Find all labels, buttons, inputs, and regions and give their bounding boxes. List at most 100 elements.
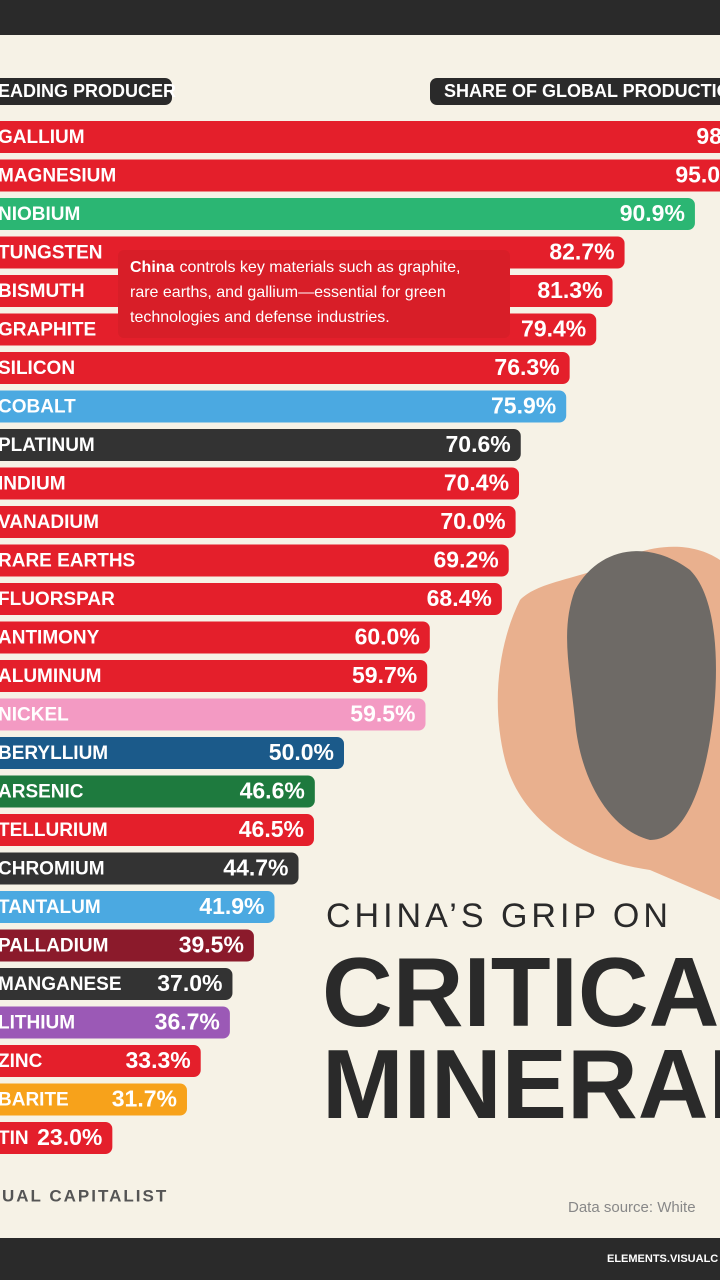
header-right: SHARE OF GLOBAL PRODUCTIO — [444, 81, 720, 101]
title-line: CRITICAL — [322, 937, 720, 1047]
bar — [0, 544, 509, 577]
value-label: 70.4% — [444, 470, 509, 496]
annotation-box — [118, 250, 510, 338]
value-label: 41.9% — [199, 893, 264, 919]
bar — [0, 929, 254, 962]
category-label: FLUORSPAR — [0, 589, 115, 610]
category-label: TIN — [0, 1128, 29, 1149]
category-label: GALLIUM — [0, 127, 85, 148]
category-label: LITHIUM — [0, 1013, 75, 1034]
value-label: 81.3% — [537, 277, 602, 303]
category-label: MAGNESIUM — [0, 166, 116, 187]
category-label: CHROMIUM — [0, 859, 105, 880]
bar — [0, 159, 720, 192]
value-label: 33.3% — [125, 1047, 190, 1073]
bar — [0, 352, 570, 384]
category-label: SILICON — [0, 358, 75, 379]
bar — [0, 737, 344, 769]
header-pill — [430, 78, 720, 105]
category-label: RARE EARTHS — [0, 551, 135, 572]
value-label: 70.0% — [440, 508, 505, 534]
annotation-line: controls key materials such as graphite, — [179, 259, 460, 276]
bar — [0, 1083, 187, 1116]
value-label: 36.7% — [155, 1009, 220, 1035]
footer-brand: UAL CAPITALIST — [2, 1186, 168, 1205]
category-label: GRAPHITE — [0, 320, 96, 341]
category-label: BISMUTH — [0, 281, 85, 302]
bar — [0, 814, 314, 846]
source: Data source: White — [568, 1199, 696, 1216]
bar — [0, 698, 426, 731]
category-label: BARITE — [0, 1090, 69, 1111]
category-label: NICKEL — [0, 705, 69, 726]
value-label: 50.0% — [269, 739, 334, 765]
bar — [0, 660, 428, 692]
value-label: 69.2% — [434, 547, 499, 573]
value-label: 59.7% — [352, 662, 417, 688]
bar — [0, 121, 720, 153]
annotation-line: technologies and defense industries. — [130, 309, 390, 326]
header-pill — [0, 78, 172, 105]
bar — [0, 390, 567, 423]
bar — [0, 1122, 113, 1154]
value-label: 76.3% — [494, 354, 559, 380]
value-label: 46.5% — [239, 816, 304, 842]
value-label: 39.5% — [179, 932, 244, 958]
value-label: 46.6% — [240, 778, 305, 804]
title: CHINA’S GRIP ON — [326, 897, 672, 935]
bar — [0, 198, 695, 230]
value-label: 90.9% — [620, 200, 685, 226]
category-label: PALLADIUM — [0, 936, 108, 957]
category-label: TELLURIUM — [0, 820, 108, 841]
value-label: 37.0% — [157, 970, 222, 996]
value-label: 60.0% — [355, 624, 420, 650]
bar — [0, 621, 430, 654]
bar — [0, 891, 275, 923]
category-label: NIOBIUM — [0, 204, 80, 225]
title-line: MINERALS — [322, 1029, 720, 1139]
value-label: 82.7% — [549, 239, 614, 265]
value-label: 98 — [696, 123, 720, 149]
category-label: COBALT — [0, 397, 76, 418]
category-label: MANGANESE — [0, 974, 122, 995]
category-label: TANTALUM — [0, 897, 101, 918]
bottom-band — [0, 1238, 720, 1280]
bar — [0, 467, 520, 500]
top-band — [0, 0, 720, 35]
value-label: 31.7% — [112, 1086, 177, 1112]
annotation-lead: China — [130, 259, 175, 276]
category-label: ZINC — [0, 1051, 43, 1072]
value-label: 23.0% — [37, 1124, 102, 1150]
value-label: 59.5% — [350, 701, 415, 727]
category-label: ARSENIC — [0, 782, 84, 803]
hand-illustration — [497, 546, 720, 900]
rock — [567, 551, 716, 840]
annotation-line: rare earths, and gallium—essential for g… — [130, 284, 446, 301]
value-label: 70.6% — [446, 431, 511, 457]
value-label: 95.0 — [675, 162, 720, 188]
value-label: 79.4% — [521, 316, 586, 342]
category-label: VANADIUM — [0, 512, 99, 533]
category-label: ALUMINUM — [0, 666, 101, 687]
value-label: 44.7% — [223, 855, 288, 881]
bar — [0, 775, 315, 808]
category-label: BERYLLIUM — [0, 743, 108, 764]
value-label: 75.9% — [491, 393, 556, 419]
footer-right: ELEMENTS.VISUALC — [607, 1253, 718, 1265]
category-label: ANTIMONY — [0, 628, 100, 649]
bar — [0, 429, 521, 461]
bar — [0, 583, 502, 615]
bar — [0, 968, 233, 1000]
bar — [0, 1006, 230, 1039]
bars: GALLIUM 98 MAGNESIUM 95.0 NIOBIUM 90.9% TUNGST… — [0, 121, 720, 1154]
bar — [0, 1045, 201, 1077]
bar — [0, 852, 299, 885]
category-label: INDIUM — [0, 474, 66, 495]
category-label: PLATINUM — [0, 435, 95, 456]
header-left: EADING PRODUCER — [0, 81, 176, 101]
bar — [0, 506, 516, 538]
annotation: China controls key materials such as grap… — [130, 259, 460, 326]
category-label: TUNGSTEN — [0, 243, 103, 264]
value-label: 68.4% — [427, 585, 492, 611]
